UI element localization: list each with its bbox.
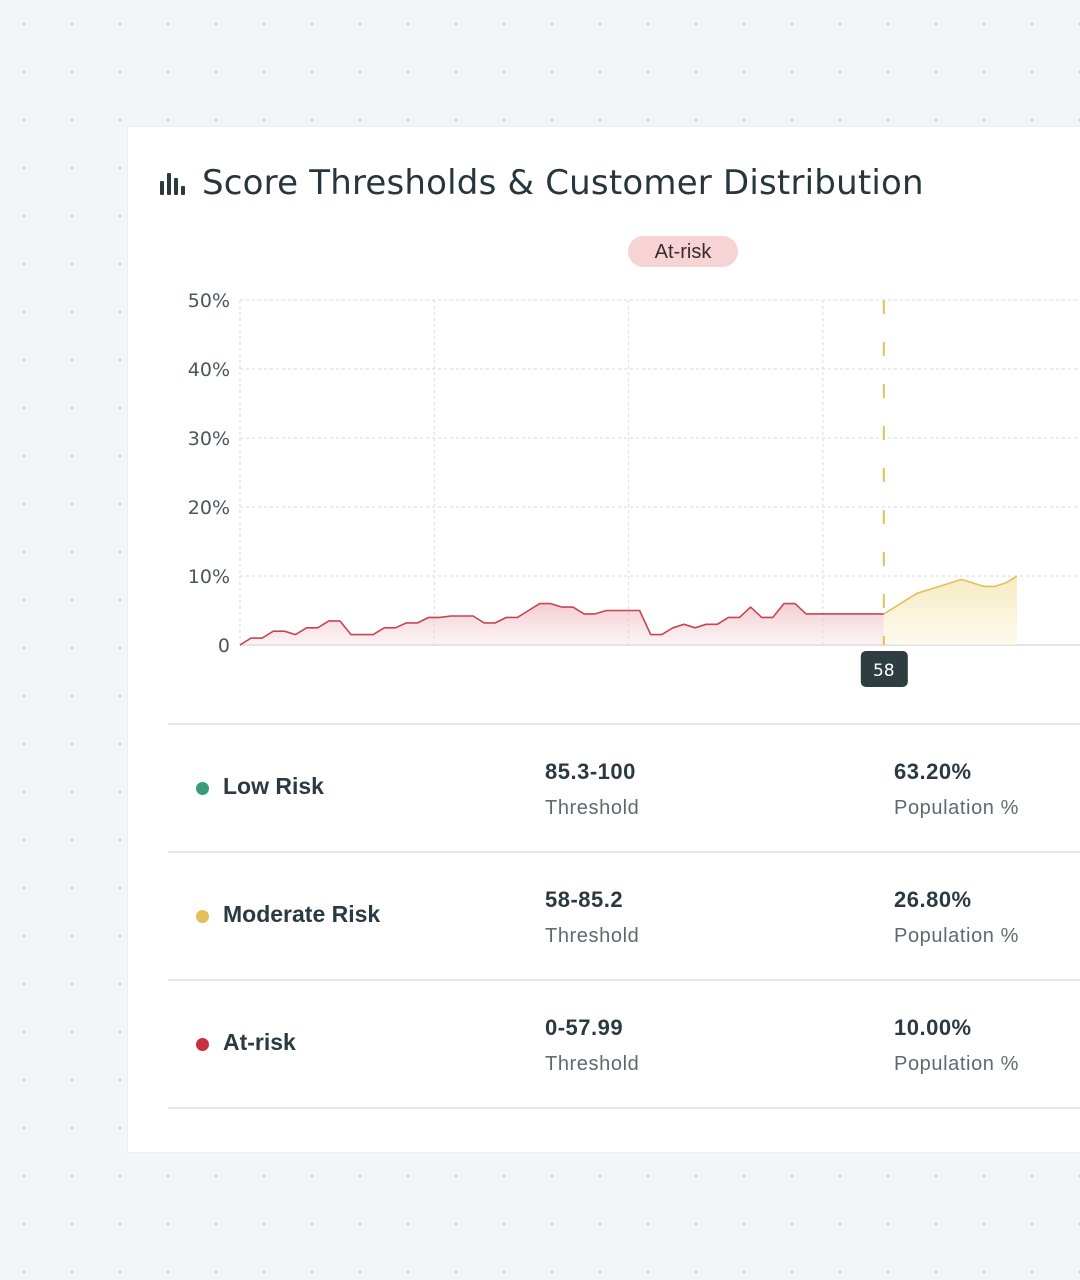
threshold-label: Threshold — [545, 925, 640, 947]
y-tick-label: 10% — [188, 566, 230, 588]
population-value: 26.80% — [894, 887, 972, 912]
segment-dot — [196, 782, 209, 795]
threshold-value: 58-85.2 — [545, 887, 624, 912]
population-value: 63.20% — [894, 759, 972, 784]
y-tick-label: 50% — [188, 290, 230, 312]
population-label: Population % — [894, 797, 1020, 819]
card-title: Score Thresholds & Customer Distribution — [202, 163, 924, 203]
segment-dot — [196, 910, 209, 923]
at-risk-badge-label: At-risk — [655, 241, 713, 263]
threshold-value: 0-57.99 — [545, 1015, 624, 1040]
threshold-marker-label: 58 — [873, 661, 895, 681]
population-label: Population % — [894, 1053, 1020, 1075]
y-tick-label: 30% — [188, 428, 230, 450]
segment-dot — [196, 1038, 209, 1051]
at-risk-line — [239, 602, 884, 646]
threshold-value: 85.3-100 — [545, 759, 636, 784]
y-tick-label: 0 — [218, 635, 230, 657]
bar-chart-icon — [160, 171, 186, 195]
segment-name: Moderate Risk — [223, 901, 381, 927]
score-thresholds-card: Score Thresholds & Customer Distribution… — [128, 127, 1080, 1152]
threshold-label: Threshold — [545, 1053, 640, 1075]
segment-name: At-risk — [223, 1029, 296, 1055]
threshold-marker — [860, 651, 908, 687]
at-risk-badge — [628, 236, 738, 267]
distribution-chart: At-risk 50% 40% 30% 20% 10% 0 58 — [188, 236, 1080, 687]
moderate-risk-area — [883, 576, 1017, 645]
segment-row: Moderate Risk 58-85.2 Threshold 26.80% Popul… — [168, 851, 1080, 979]
moderate-risk-line — [883, 575, 1018, 615]
threshold-label: Threshold — [545, 797, 640, 819]
segment-row: At-risk 0-57.99 Threshold 10.00% Population … — [168, 979, 1080, 1109]
segment-row: Low Risk 85.3-100 Threshold 63.20% Populatio… — [168, 723, 1080, 851]
at-risk-area — [240, 603, 884, 645]
population-value: 10.00% — [894, 1015, 972, 1040]
card-header: Score Thresholds & Customer Distribution — [160, 163, 924, 203]
segments-table: Low Risk 85.3-100 Threshold 63.20% Populatio… — [168, 723, 1080, 1109]
population-label: Population % — [894, 925, 1020, 947]
segment-name: Low Risk — [223, 773, 324, 799]
y-tick-label: 20% — [188, 497, 230, 519]
y-tick-label: 40% — [188, 359, 230, 381]
